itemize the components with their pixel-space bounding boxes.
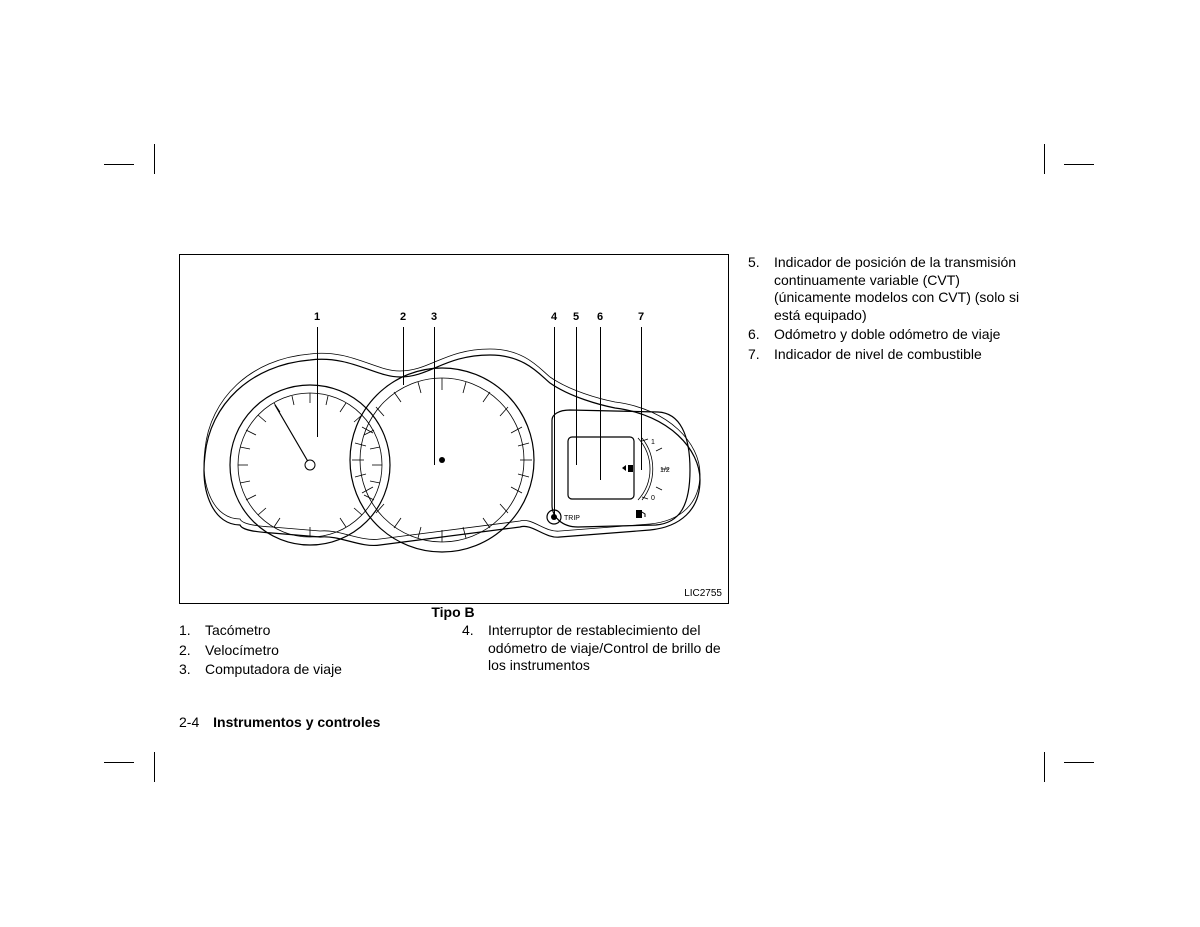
page: 1 2 3 4 5 6 7 [0,0,1200,927]
legend-col-1: 1.Tacómetro 2.Velocímetro 3.Computadora … [179,622,449,681]
fuel-pump-arrow-icon [622,465,633,472]
leader-2 [403,327,404,385]
leader-4 [554,327,555,515]
callout-2: 2 [397,311,409,323]
page-footer: 2-4 Instrumentos y controles [179,714,380,730]
leader-1 [317,327,318,437]
fuel-label-empty: 0 [651,495,655,502]
legend-item: 3.Computadora de viaje [179,661,449,679]
fuel-pump-icon [636,510,645,518]
crop-mark [1044,144,1045,174]
legend-item: 7.Indicador de nivel de combustible [748,346,1028,364]
fuel-label-half: 1/2 [660,467,670,474]
trip-label: TRIP [564,515,580,522]
crop-mark [154,144,155,174]
leader-5 [576,327,577,465]
page-number: 2-4 [179,714,199,730]
callout-4: 4 [548,311,560,323]
leader-6 [600,327,601,480]
crop-mark [1044,752,1045,782]
legend-item: 6.Odómetro y doble odómetro de viaje [748,326,1028,344]
crop-mark [104,762,134,763]
callout-7: 7 [635,311,647,323]
legend-item: 2.Velocímetro [179,642,449,660]
crop-mark [104,164,134,165]
callout-3: 3 [428,311,440,323]
section-title: Instrumentos y controles [213,714,380,730]
legend-item: 4.Interruptor de restablecimiento del od… [462,622,732,675]
legend-item: 5.Indicador de posición de la transmisió… [748,254,1028,324]
crop-mark [1064,164,1094,165]
leader-3 [434,327,435,465]
figure-caption: Tipo B [179,604,727,620]
leader-7 [641,327,642,470]
legend-col-2: 4.Interruptor de restablecimiento del od… [462,622,732,677]
crop-mark [154,752,155,782]
legend-col-3: 5.Indicador de posición de la transmisió… [748,254,1028,365]
legend-item: 1.Tacómetro [179,622,449,640]
crop-mark [1064,762,1094,763]
callout-6: 6 [594,311,606,323]
callout-1: 1 [311,311,323,323]
cluster-drawing: 1 1/2 0 TRIP [180,255,728,603]
fuel-label-full: 1 [651,439,655,446]
callout-5: 5 [570,311,582,323]
figure-id: LIC2755 [684,588,722,599]
figure-instrument-cluster: 1 2 3 4 5 6 7 [179,254,729,604]
